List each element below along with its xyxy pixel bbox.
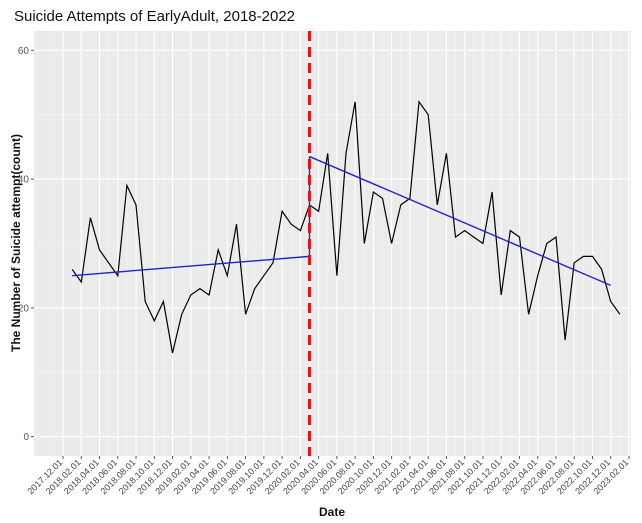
minor-grid: [34, 31, 631, 456]
y-tick-label: 0: [23, 432, 29, 443]
chart-title: Suicide Attempts of EarlyAdult, 2018-202…: [14, 8, 296, 25]
y-axis-title: The Number of Suicide attempt(count): [9, 134, 23, 352]
trend-segment: [309, 155, 612, 286]
major-grid: [34, 31, 631, 456]
y-tick-label: 60: [18, 46, 30, 57]
y-axis: 0 20 40 60: [18, 46, 34, 443]
trend-segment: [72, 255, 310, 277]
y-tick-label: 40: [18, 175, 30, 186]
series-line-observed: [71, 100, 621, 354]
y-tick-label: 20: [18, 303, 30, 314]
x-axis: 2017.12.012018.02.012018.04.012018.06.01…: [25, 456, 630, 496]
x-axis-title: Date: [319, 505, 345, 519]
